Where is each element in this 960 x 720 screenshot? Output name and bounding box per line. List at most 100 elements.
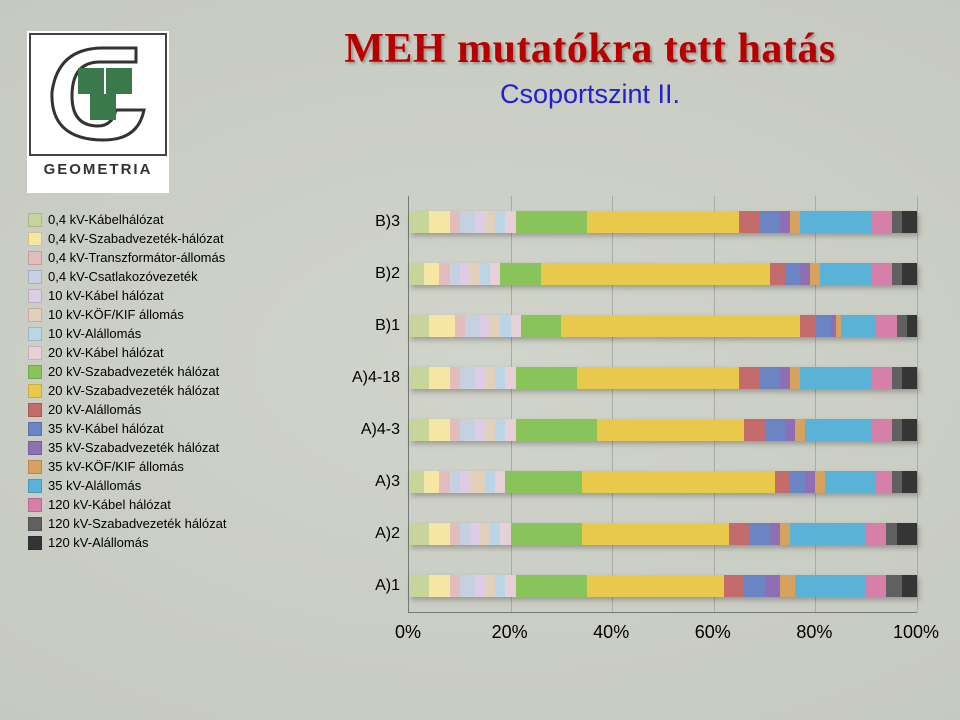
legend-swatch	[28, 403, 42, 417]
chart-gridline	[815, 196, 816, 612]
chart-bar-segment	[429, 211, 449, 233]
legend: 0,4 kV-Kábelhálózat0,4 kV-Szabadvezeték-…	[28, 210, 308, 552]
chart-bar-segment	[470, 263, 480, 285]
chart-bar-segment	[770, 523, 780, 545]
chart-bar	[409, 367, 917, 389]
legend-label: 35 kV-KÖF/KIF állomás	[48, 457, 184, 476]
legend-label: 10 kV-Alállomás	[48, 324, 141, 343]
chart-bar	[409, 315, 917, 337]
chart-bar-segment	[460, 419, 475, 441]
legend-swatch	[28, 289, 42, 303]
chart-bar-segment	[475, 211, 485, 233]
chart-bar-segment	[902, 419, 917, 441]
chart-bar	[409, 575, 917, 597]
chart-bar-segment	[749, 523, 769, 545]
title-block: MEH mutatókra tett hatás Csoportszint II…	[260, 25, 920, 110]
chart-bar-segment	[876, 315, 896, 337]
chart-bar-segment	[429, 523, 449, 545]
chart-gridline	[714, 196, 715, 612]
chart-bar-segment	[765, 575, 780, 597]
chart-bar-row	[409, 575, 917, 597]
chart-y-labels: B)3B)2B)1A)4-18A)4-3A)3A)2A)1	[338, 196, 400, 612]
chart-bar-segment	[587, 211, 739, 233]
chart-bar-segment	[460, 523, 470, 545]
chart-bar-segment	[739, 211, 759, 233]
chart-bar-segment	[409, 575, 429, 597]
chart-bar-segment	[409, 263, 424, 285]
chart-bar-segment	[505, 575, 515, 597]
legend-item: 35 kV-Kábel hálózat	[28, 419, 308, 438]
chart-bar-segment	[480, 263, 490, 285]
chart-bar-segment	[511, 523, 582, 545]
chart-bar-segment	[475, 419, 485, 441]
chart-bar-segment	[724, 575, 744, 597]
chart-y-label: B)3	[375, 213, 400, 231]
chart-bar-segment	[495, 367, 505, 389]
chart-bar-segment	[485, 471, 495, 493]
chart-bar-segment	[587, 575, 724, 597]
chart-bar-segment	[765, 419, 785, 441]
chart-bar	[409, 471, 917, 493]
legend-label: 10 kV-Kábel hálózat	[48, 286, 164, 305]
chart-bar-segment	[892, 263, 902, 285]
legend-label: 0,4 kV-Transzformátor-állomás	[48, 248, 225, 267]
chart-plot-area	[408, 196, 917, 613]
chart-bar-segment	[739, 367, 759, 389]
chart-bar-row	[409, 263, 917, 285]
chart-gridline	[511, 196, 512, 612]
chart-bar-segment	[871, 263, 891, 285]
chart-y-label: A)4-3	[361, 421, 400, 439]
legend-label: 0,4 kV-Szabadvezeték-hálózat	[48, 229, 224, 248]
chart-bar-segment	[902, 575, 917, 597]
chart-bar-segment	[424, 471, 439, 493]
legend-swatch	[28, 460, 42, 474]
chart-bar-segment	[450, 575, 460, 597]
legend-label: 120 kV-Kábel hálózat	[48, 495, 171, 514]
chart-bar-segment	[795, 575, 866, 597]
chart-bar-segment	[770, 263, 785, 285]
chart-bar-segment	[886, 523, 896, 545]
chart-bar-segment	[866, 523, 886, 545]
chart-bar	[409, 211, 917, 233]
chart-bar-segment	[582, 471, 775, 493]
chart-bar-segment	[500, 315, 510, 337]
chart-bar-segment	[475, 367, 485, 389]
chart-bar-segment	[460, 367, 475, 389]
chart-bar-segment	[409, 471, 424, 493]
chart-bar-segment	[429, 315, 454, 337]
legend-item: 10 kV-KÖF/KIF állomás	[28, 305, 308, 324]
chart-bar-segment	[541, 263, 770, 285]
chart-bar-segment	[897, 315, 907, 337]
chart-bar-segment	[800, 315, 815, 337]
chart-bar-row	[409, 419, 917, 441]
chart-bar-segment	[871, 419, 891, 441]
chart-bar-segment	[582, 523, 729, 545]
chart-bar-segment	[577, 367, 740, 389]
chart-bar-segment	[460, 471, 470, 493]
chart-bar-segment	[450, 367, 460, 389]
chart-bar-segment	[815, 471, 825, 493]
chart-bar-segment	[790, 211, 800, 233]
chart-bar-segment	[429, 367, 449, 389]
legend-item: 10 kV-Alállomás	[28, 324, 308, 343]
legend-item: 20 kV-Kábel hálózat	[28, 343, 308, 362]
legend-swatch	[28, 270, 42, 284]
chart-bar-segment	[759, 367, 779, 389]
chart-gridline	[917, 196, 918, 612]
chart-bar	[409, 419, 917, 441]
chart-bar-segment	[450, 419, 460, 441]
chart-bar-segment	[810, 263, 820, 285]
chart-bar-segment	[892, 419, 902, 441]
chart-bar-segment	[409, 367, 429, 389]
chart-bar	[409, 263, 917, 285]
chart-bar-segment	[892, 471, 902, 493]
chart-bar-segment	[429, 419, 449, 441]
chart-bar-segment	[480, 315, 490, 337]
chart-x-label: 20%	[492, 622, 528, 643]
legend-swatch	[28, 498, 42, 512]
legend-swatch	[28, 232, 42, 246]
chart-bar-row	[409, 523, 917, 545]
chart-bar-segment	[450, 471, 460, 493]
chart-bar-segment	[409, 419, 429, 441]
legend-label: 20 kV-Alállomás	[48, 400, 141, 419]
